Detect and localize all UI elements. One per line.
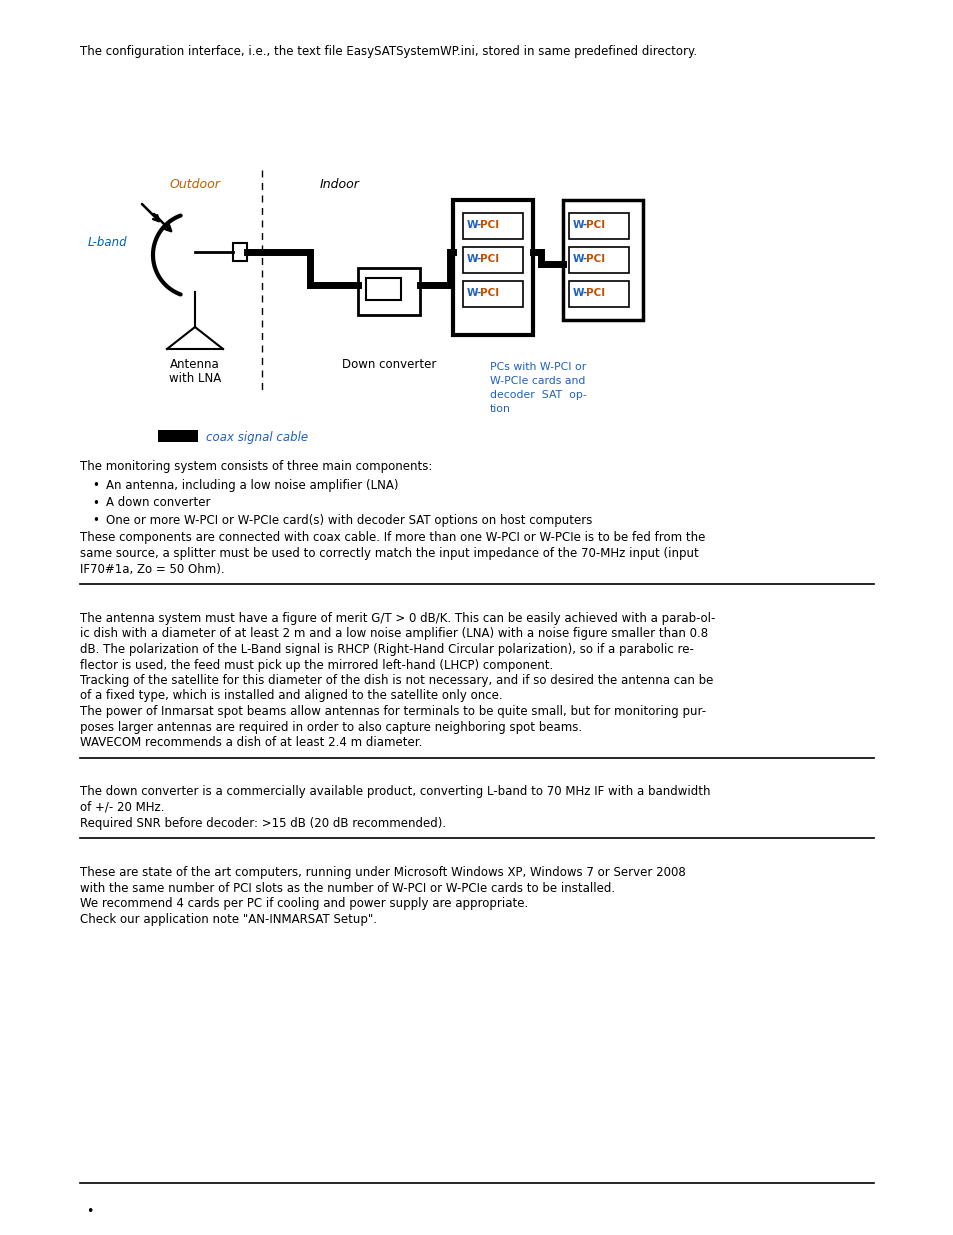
Bar <box>462 247 522 273</box>
Text: W-: W- <box>573 220 588 230</box>
Bar <box>568 282 628 308</box>
Text: W-: W- <box>573 288 588 298</box>
Bar <box>462 282 522 308</box>
Text: W-: W- <box>573 254 588 264</box>
Text: coax signal cable: coax signal cable <box>206 431 308 445</box>
Text: W-PCIe cards and: W-PCIe cards and <box>490 375 585 387</box>
Text: The power of Inmarsat spot beams allow antennas for terminals to be quite small,: The power of Inmarsat spot beams allow a… <box>80 705 705 718</box>
Text: of a fixed type, which is installed and aligned to the satellite only once.: of a fixed type, which is installed and … <box>80 689 502 703</box>
Bar <box>562 200 642 320</box>
Text: poses larger antennas are required in order to also capture neighboring spot bea: poses larger antennas are required in or… <box>80 720 581 734</box>
Text: W-: W- <box>467 254 482 264</box>
Text: The down converter is a commercially available product, converting L-band to 70 : The down converter is a commercially ava… <box>80 785 710 799</box>
Text: •: • <box>86 1205 93 1218</box>
Text: dB. The polarization of the L-Band signal is RHCP (Right-Hand Circular polarizat: dB. The polarization of the L-Band signa… <box>80 643 693 656</box>
Text: Tracking of the satellite for this diameter of the dish is not necessary, and if: Tracking of the satellite for this diame… <box>80 674 713 687</box>
Text: These components are connected with coax cable. If more than one W-PCI or W-PCIe: These components are connected with coax… <box>80 531 704 545</box>
Text: Outdoor: Outdoor <box>170 178 220 191</box>
Text: The configuration interface, i.e., the text file EasySATSystemWP.ini, stored in : The configuration interface, i.e., the t… <box>80 44 697 58</box>
Text: L-band: L-band <box>88 236 128 249</box>
Text: Check our application note "AN-INMARSAT Setup".: Check our application note "AN-INMARSAT … <box>80 913 376 925</box>
Text: Down converter: Down converter <box>341 358 436 370</box>
Text: The antenna system must have a figure of merit G/T > 0 dB/K. This can be easily : The antenna system must have a figure of… <box>80 613 715 625</box>
Text: PCI: PCI <box>479 288 498 298</box>
Bar <box>357 268 419 315</box>
Text: An antenna, including a low noise amplifier (LNA): An antenna, including a low noise amplif… <box>106 479 398 492</box>
Text: PCI: PCI <box>479 254 498 264</box>
Text: PCI: PCI <box>479 220 498 230</box>
Text: •: • <box>92 514 99 527</box>
Text: PCI: PCI <box>585 220 604 230</box>
Text: of +/- 20 MHz.: of +/- 20 MHz. <box>80 802 164 814</box>
Text: WAVECOM recommends a dish of at least 2.4 m diameter.: WAVECOM recommends a dish of at least 2.… <box>80 736 422 748</box>
Text: One or more W-PCI or W-PCIe card(s) with decoder SAT options on host computers: One or more W-PCI or W-PCIe card(s) with… <box>106 514 592 527</box>
Text: The monitoring system consists of three main components:: The monitoring system consists of three … <box>80 459 432 473</box>
Text: Antenna: Antenna <box>170 358 219 370</box>
Text: with the same number of PCI slots as the number of W-PCI or W-PCIe cards to be i: with the same number of PCI slots as the… <box>80 882 615 894</box>
Bar <box>568 247 628 273</box>
Text: with LNA: with LNA <box>169 372 221 385</box>
Text: We recommend 4 cards per PC if cooling and power supply are appropriate.: We recommend 4 cards per PC if cooling a… <box>80 897 528 910</box>
Text: PCI: PCI <box>585 254 604 264</box>
Text: A down converter: A down converter <box>106 496 211 510</box>
Text: decoder  SAT  op-: decoder SAT op- <box>490 390 586 400</box>
Text: •: • <box>92 479 99 492</box>
Text: Indoor: Indoor <box>319 178 359 191</box>
Text: Required SNR before decoder: >15 dB (20 dB recommended).: Required SNR before decoder: >15 dB (20 … <box>80 816 446 830</box>
Text: IF70#1a, Zo = 50 Ohm).: IF70#1a, Zo = 50 Ohm). <box>80 562 224 576</box>
Text: same source, a splitter must be used to correctly match the input impedance of t: same source, a splitter must be used to … <box>80 547 698 559</box>
Text: PCs with W-PCI or: PCs with W-PCI or <box>490 362 586 372</box>
Text: flector is used, the feed must pick up the mirrored left-hand (LHCP) component.: flector is used, the feed must pick up t… <box>80 658 553 672</box>
Bar <box>453 200 533 335</box>
Text: •: • <box>92 496 99 510</box>
Text: tion: tion <box>490 404 511 414</box>
Bar <box>233 243 247 261</box>
Text: ic dish with a diameter of at least 2 m and a low noise amplifier (LNA) with a n: ic dish with a diameter of at least 2 m … <box>80 627 707 641</box>
Bar <box>366 278 400 300</box>
Text: These are state of the art computers, running under Microsoft Windows XP, Window: These are state of the art computers, ru… <box>80 866 685 879</box>
Bar <box>462 212 522 240</box>
Bar <box>158 430 198 442</box>
Text: W-: W- <box>467 288 482 298</box>
Bar <box>568 212 628 240</box>
Text: PCI: PCI <box>585 288 604 298</box>
Text: W-: W- <box>467 220 482 230</box>
